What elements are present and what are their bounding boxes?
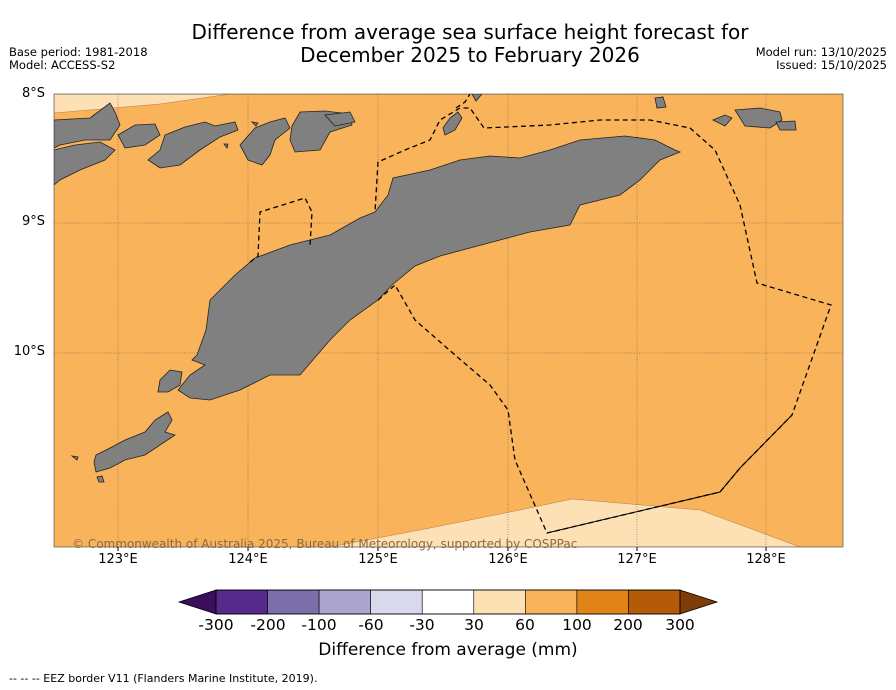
- lon-label-125e: 125°E: [358, 552, 398, 567]
- islet-a: [70, 455, 79, 461]
- ndao-island: [96, 475, 105, 483]
- lembata-island: [54, 102, 121, 149]
- lon-label-124e: 124°E: [228, 552, 268, 567]
- light-region-south: [329, 498, 801, 547]
- small-island-1: [654, 96, 667, 109]
- eez-borders: [249, 94, 832, 534]
- model-name: Model: ACCESS-S2: [9, 58, 116, 72]
- lat-label-9s: 9°S: [21, 214, 45, 229]
- cb-tick-label: 300: [665, 616, 695, 634]
- lon-label-123e: 123°E: [98, 552, 138, 567]
- land-masses: [54, 94, 797, 483]
- meta-right: Model run: 13/10/2025 Issued: 15/10/2025: [756, 46, 887, 72]
- eez-footnote: -- -- -- EEZ border V11 (Flanders Marine…: [9, 672, 318, 685]
- eez-border-north: [455, 94, 471, 109]
- islet-b: [223, 143, 229, 149]
- lon-label-127e: 127°E: [617, 552, 657, 567]
- title-line-2: December 2025 to February 2026: [300, 43, 640, 67]
- flores-east: [54, 141, 116, 186]
- semau-island: [157, 369, 183, 393]
- sermata-island: [712, 114, 733, 127]
- moa-island: [775, 120, 797, 131]
- copyright-notice: © Commonwealth of Australia 2025, Bureau…: [72, 537, 578, 551]
- cb-tick-label: 60: [515, 616, 535, 634]
- cb-tick-label: 100: [562, 616, 592, 634]
- maritime-boundary-solid: [546, 414, 793, 534]
- cb-tick-label: -100: [301, 616, 337, 634]
- cb-tick-label: -30: [409, 616, 435, 634]
- lat-label-8s: 8°S: [21, 86, 45, 101]
- small-island-2: [471, 94, 483, 102]
- meta-left: Base period: 1981-2018 Model: ACCESS-S2: [9, 46, 148, 72]
- rote-island: [93, 411, 176, 473]
- colorbar-title: Difference from average (mm): [318, 640, 578, 660]
- pantar-island: [117, 123, 161, 149]
- base-period: Base period: 1981-2018: [9, 45, 148, 59]
- leti-island: [734, 107, 783, 129]
- atauro-island: [239, 117, 291, 166]
- cb-tick-label: 200: [613, 616, 643, 634]
- title-line-1: Difference from average sea surface heig…: [191, 20, 749, 44]
- kisar-island: [442, 111, 463, 136]
- cb-tick-label: -300: [198, 616, 234, 634]
- lon-ticks: [117, 547, 767, 551]
- light-region-north: [54, 94, 231, 114]
- cb-tick-label: -200: [250, 616, 286, 634]
- cb-tick-label: -60: [358, 616, 384, 634]
- eez-border-west: [249, 197, 313, 263]
- alor-island: [147, 121, 239, 169]
- timor-island: [177, 135, 682, 401]
- lat-label-10s: 10°S: [13, 344, 45, 359]
- map-frame: [53, 93, 844, 548]
- cb-tick-label: 30: [464, 616, 484, 634]
- issued-date: Issued: 15/10/2025: [776, 58, 887, 72]
- lon-label-126e: 126°E: [488, 552, 528, 567]
- wetar-east: [324, 111, 356, 127]
- islet-c: [250, 121, 259, 127]
- model-run: Model run: 13/10/2025: [755, 45, 887, 59]
- lon-label-128e: 128°E: [746, 552, 786, 567]
- eez-border-east: [374, 107, 832, 534]
